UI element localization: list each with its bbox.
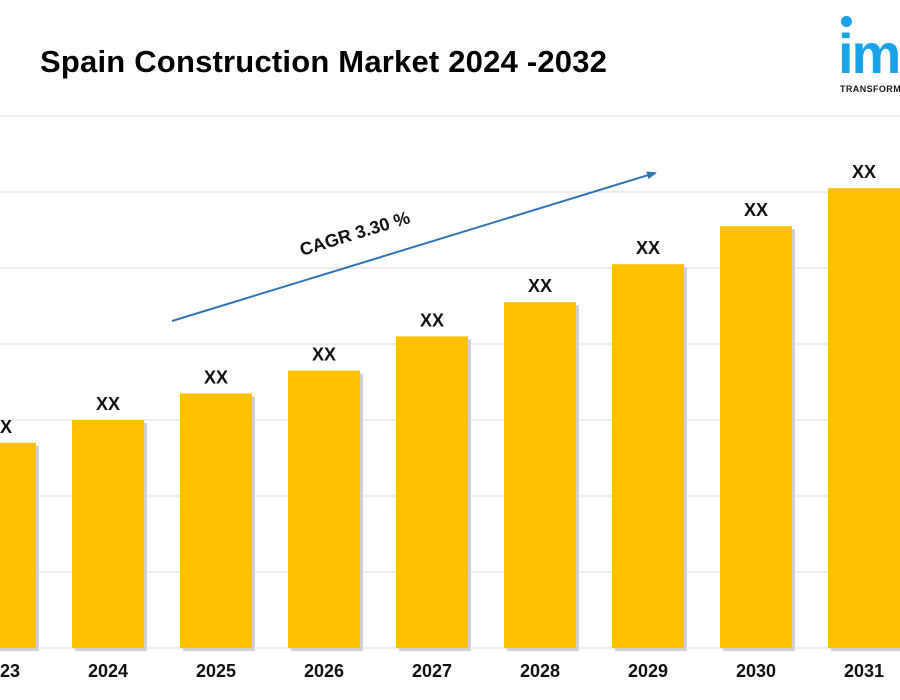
bar-value-label: XX: [0, 417, 12, 437]
bar-2027: [396, 336, 468, 648]
bar-value-label: XX: [96, 394, 120, 414]
bar-2023: [0, 442, 36, 648]
x-axis-ticks: 2023 2024 2025 2026 2027 2028 2029 2030 2031: [0, 661, 884, 681]
logo-dot-icon: [841, 16, 852, 27]
bar-value-label: XX: [636, 238, 660, 258]
bar-2024: [72, 420, 144, 648]
logo-tagline: TRANSFORM: [840, 84, 900, 94]
bar-value-label: XX: [312, 345, 336, 365]
bar-2028: [504, 302, 576, 648]
x-tick-label: 2028: [520, 661, 560, 681]
bar-2029: [612, 264, 684, 648]
x-tick-label: 2029: [628, 661, 668, 681]
bar-value-label: XX: [744, 200, 768, 220]
bar-2026: [288, 370, 360, 648]
cagr-annotation: CAGR 3.30 %: [171, 171, 657, 322]
bar-2031: [828, 188, 900, 648]
bar-2030: [720, 226, 792, 648]
company-logo: im TRANSFORM: [836, 12, 900, 96]
x-tick-label: 2025: [196, 661, 236, 681]
x-tick-label: 2030: [736, 661, 776, 681]
bar-value-label: XX: [420, 310, 444, 330]
x-tick-label: 2023: [0, 661, 20, 681]
x-tick-label: 2027: [412, 661, 452, 681]
chart-title: Spain Construction Market 2024 -2032: [40, 44, 608, 79]
x-tick-label: 2026: [304, 661, 344, 681]
bar-value-label: XX: [528, 276, 552, 296]
bar-value-label: XX: [852, 162, 876, 182]
bars: [0, 188, 900, 651]
logo-mark: im: [838, 22, 900, 85]
x-tick-label: 2031: [844, 661, 884, 681]
bar-labels: XX XX XX XX XX XX XX XX XX: [0, 162, 876, 437]
bar-value-label: XX: [204, 367, 228, 387]
x-tick-label: 2024: [88, 661, 128, 681]
cagr-arrow: [171, 171, 657, 322]
bar-2025: [180, 393, 252, 648]
